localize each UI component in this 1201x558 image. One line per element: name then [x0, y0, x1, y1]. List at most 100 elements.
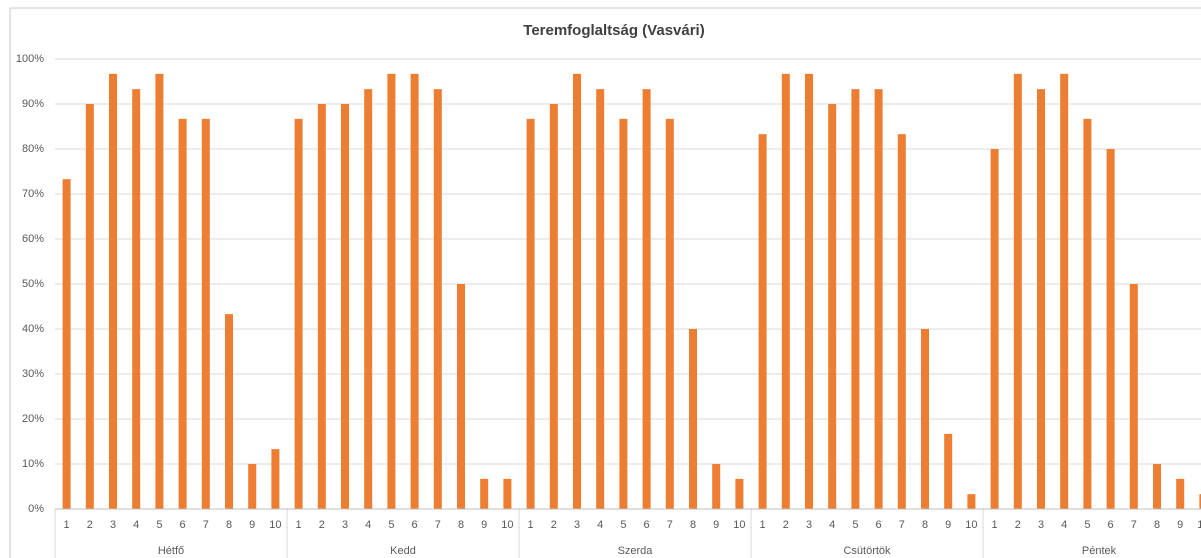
x-tick-label: 10: [1197, 519, 1201, 531]
bar: [921, 329, 929, 509]
bar: [735, 478, 744, 509]
x-tick-label: 2: [783, 519, 789, 531]
chart-frame: [9, 7, 1201, 558]
x-tick-label: 2: [1015, 519, 1021, 531]
x-tick-label: 6: [644, 519, 650, 531]
x-tick-label: 8: [690, 519, 696, 531]
x-tick-label: 9: [249, 519, 255, 531]
x-tick-label: 5: [620, 519, 626, 531]
y-tick-label: 100%: [16, 53, 44, 65]
bar: [155, 73, 164, 509]
bar: [62, 179, 71, 509]
bar: [897, 134, 906, 509]
bar: [944, 433, 953, 509]
bar: [526, 118, 535, 509]
bar: [874, 89, 883, 510]
x-tick-label: 8: [458, 519, 464, 531]
x-tick-label: 7: [667, 519, 673, 531]
x-tick-label: 1: [296, 519, 302, 531]
bar: [828, 104, 837, 509]
x-tick-label: 3: [110, 519, 116, 531]
y-tick-label: 30%: [22, 368, 44, 380]
bar: [201, 118, 210, 509]
x-tick-label: 9: [481, 519, 487, 531]
bar: [85, 104, 94, 509]
bar: [642, 89, 651, 510]
x-tick-label: 3: [806, 519, 812, 531]
bar: [364, 89, 373, 510]
x-tick-label: 1: [760, 519, 766, 531]
x-tick-label: 9: [945, 519, 951, 531]
x-tick-label: 1: [992, 519, 998, 531]
x-tick-label: 2: [551, 519, 557, 531]
bar: [410, 73, 419, 509]
x-tick-label: 7: [203, 519, 209, 531]
bar: [665, 118, 674, 509]
bar: [248, 464, 257, 509]
bar: [1083, 118, 1092, 509]
x-tick-label: 4: [365, 519, 371, 531]
bar: [109, 73, 117, 509]
bar: [967, 494, 976, 509]
bar: [1060, 73, 1069, 509]
bar: [758, 134, 767, 509]
bar: [596, 89, 605, 510]
x-tick-label: 10: [733, 519, 745, 531]
bar: [433, 89, 442, 510]
bar: [271, 449, 280, 509]
x-tick-label: 8: [1154, 519, 1160, 531]
bar: [480, 478, 489, 509]
bar: [1176, 478, 1185, 509]
bar: [712, 464, 721, 509]
bar: [990, 149, 999, 509]
x-tick-label: 3: [574, 519, 580, 531]
bar: [132, 89, 141, 510]
y-tick-label: 70%: [22, 188, 44, 200]
x-tick-label: 9: [1177, 519, 1183, 531]
bar: [341, 104, 349, 509]
x-tick-label: 4: [597, 519, 603, 531]
bar: [573, 73, 581, 509]
x-tick-label: 5: [852, 519, 858, 531]
x-tick-label: 2: [319, 519, 325, 531]
x-tick-label: 7: [1131, 519, 1137, 531]
bar: [1129, 284, 1138, 509]
bar: [1199, 494, 1201, 509]
x-tick-label: 6: [180, 519, 186, 531]
group-label: Kedd: [390, 545, 416, 557]
y-tick-label: 50%: [22, 278, 44, 290]
group-label: Péntek: [1082, 545, 1117, 557]
bar: [1037, 89, 1045, 510]
bar: [1013, 73, 1022, 509]
bar: [619, 118, 628, 509]
x-tick-label: 4: [133, 519, 139, 531]
x-tick-label: 8: [922, 519, 928, 531]
bar: [294, 118, 303, 509]
bar: [457, 284, 465, 509]
x-tick-label: 6: [1108, 519, 1114, 531]
x-tick-label: 10: [269, 519, 281, 531]
y-tick-label: 0%: [28, 503, 44, 515]
group-label: Csütörtök: [843, 545, 891, 557]
x-tick-label: 7: [435, 519, 441, 531]
x-tick-label: 5: [156, 519, 162, 531]
bar: [805, 73, 813, 509]
x-tick-label: 10: [965, 519, 977, 531]
bar: [225, 314, 233, 509]
x-tick-label: 4: [1061, 519, 1067, 531]
x-tick-label: 2: [87, 519, 93, 531]
y-tick-label: 90%: [22, 98, 44, 110]
bar: [317, 104, 326, 509]
x-tick-label: 1: [64, 519, 70, 531]
bar: [689, 329, 697, 509]
x-tick-label: 3: [1038, 519, 1044, 531]
group-label: Hétfő: [158, 545, 184, 557]
x-tick-label: 5: [388, 519, 394, 531]
x-tick-label: 10: [501, 519, 513, 531]
y-tick-label: 60%: [22, 233, 44, 245]
bar: [851, 89, 860, 510]
x-tick-label: 8: [226, 519, 232, 531]
bar: [387, 73, 396, 509]
bar: [178, 118, 187, 509]
